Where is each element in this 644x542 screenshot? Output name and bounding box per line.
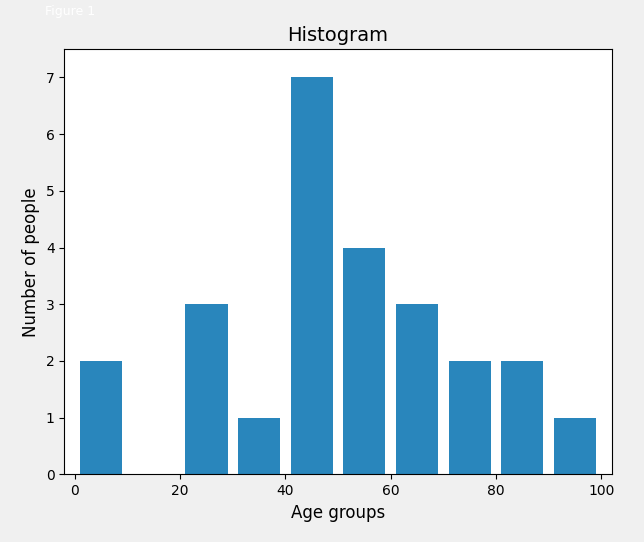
Title: Histogram: Histogram [288, 26, 388, 45]
Bar [501, 361, 544, 474]
Bar [185, 304, 227, 474]
X-axis label: Age groups: Age groups [291, 504, 385, 521]
Bar [80, 361, 122, 474]
Text: Figure 1: Figure 1 [45, 4, 95, 17]
Y-axis label: Number of people: Number of people [23, 187, 40, 337]
Bar [238, 418, 280, 474]
Bar [554, 418, 596, 474]
Bar [396, 304, 438, 474]
Bar [449, 361, 491, 474]
Bar [290, 78, 333, 474]
Bar [343, 248, 386, 474]
